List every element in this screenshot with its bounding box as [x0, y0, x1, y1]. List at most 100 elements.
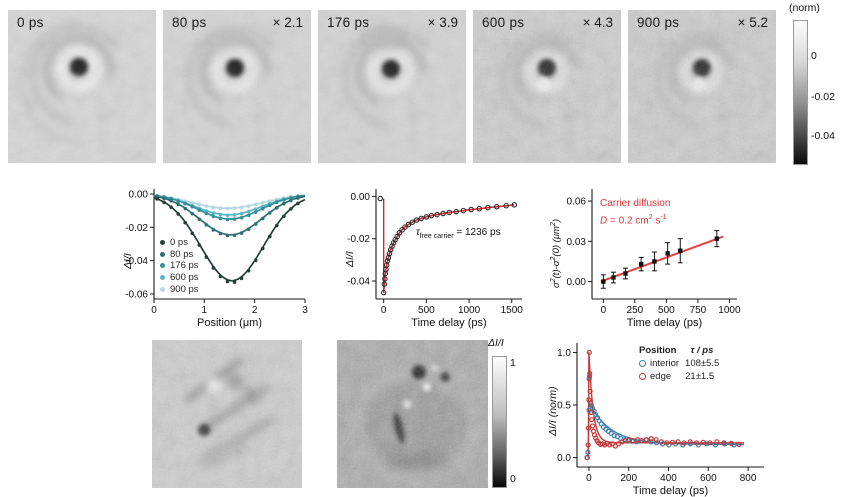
legend-dot — [160, 240, 165, 246]
legend-item-interior: interior 108±5.5 — [639, 357, 719, 370]
flake-image-dark — [337, 340, 488, 488]
legend-marker — [639, 360, 646, 367]
legend-item: 600 ps — [160, 272, 199, 284]
colorbar-norm-gradient — [793, 20, 808, 165]
scattering-pattern-image — [318, 10, 466, 163]
legend-item-edge: edge 21±1.5 — [639, 370, 719, 383]
colorbar-dii-gradient — [492, 356, 507, 488]
svg-text:0: 0 — [601, 305, 607, 316]
scattering-pattern-image — [8, 10, 156, 163]
flake-image-art — [152, 340, 302, 488]
flake-image-light — [152, 340, 302, 488]
svg-text:-0.02: -0.02 — [347, 234, 370, 245]
svg-text:1.0: 1.0 — [557, 348, 571, 359]
colorbar-tick: -0.04 — [811, 130, 835, 142]
legend-tau-value: 108±5.5 — [685, 358, 720, 369]
tau-annotation: τfree carrier = 1236 ps — [416, 227, 501, 240]
decay-chart: 0 500 1000 1500 0.00 -0.02 -0.04 Time delay (ps… — [347, 189, 524, 329]
pump-probe-image-600ps: 600 ps × 4.3 — [473, 10, 621, 163]
svg-text:-0.04: -0.04 — [125, 256, 148, 267]
decay-chart-panel: 0 500 1000 1500 0.00 -0.02 -0.04 Time delay (ps… — [330, 181, 530, 329]
msd-chart: 0 250 500 750 1000 0.00 0.03 0.06 Time delay (ps… — [567, 189, 741, 329]
colorbar-norm-title: (norm) — [789, 2, 820, 14]
legend-tau-value: 21±1.5 — [685, 371, 715, 382]
svg-text:250: 250 — [627, 305, 644, 316]
scattering-pattern-image — [163, 10, 311, 163]
profiles-chart-panel: 0 1 2 3 0.00 -0.02 -0.04 -0.06 Position (μm) ΔI/… — [110, 181, 315, 329]
legend-label: 80 ps — [170, 248, 194, 260]
profiles-ylabel: ΔI/I — [122, 253, 134, 269]
colorbar-tick: 0 — [510, 473, 516, 485]
svg-text:1: 1 — [202, 305, 208, 316]
profiles-legend: 0 ps 80 ps 176 ps 600 ps 900 ps — [160, 237, 199, 295]
legend-dot — [160, 251, 165, 257]
scattering-pattern-image — [628, 10, 776, 163]
msd-chart-panel: 0 250 500 750 1000 0.00 0.03 0.06 Time delay (ps… — [542, 181, 747, 329]
legend-dot — [160, 275, 165, 281]
legend-header: Position τ / ps — [639, 345, 714, 356]
svg-text:0.00: 0.00 — [129, 190, 149, 201]
legend-label: edge — [650, 371, 672, 382]
legend-label: 900 ps — [170, 283, 199, 295]
svg-text:0.00: 0.00 — [351, 192, 371, 203]
legend-label: 0 ps — [170, 237, 188, 249]
svg-text:-0.02: -0.02 — [125, 223, 148, 234]
msd-ylabel: σ2(t)-σ2(0) (μm2) — [550, 218, 563, 288]
svg-text:0.03: 0.03 — [567, 237, 587, 248]
diffusion-annotation-line2: D = 0.2 cm2 s-1 — [600, 213, 667, 226]
legend-label: interior — [650, 358, 680, 369]
svg-text:200: 200 — [620, 473, 637, 484]
kinetics-chart-panel: 0 200 400 600 800 0.0 0.5 1.0 Time delay (ps) ΔI… — [545, 335, 780, 497]
flake-image-art — [337, 340, 488, 488]
legend-item: 900 ps — [160, 283, 199, 295]
scattering-pattern-image — [473, 10, 621, 163]
delay-label: 0 ps — [17, 15, 44, 30]
svg-text:1000: 1000 — [718, 305, 741, 316]
scale-multiplier: × 2.1 — [272, 15, 303, 30]
legend-item: 176 ps — [160, 260, 199, 272]
svg-text:0: 0 — [151, 305, 157, 316]
svg-text:1000: 1000 — [458, 305, 481, 316]
pump-probe-image-80ps: 80 ps × 2.1 — [163, 10, 311, 163]
delay-label: 80 ps — [172, 15, 207, 30]
svg-text:3: 3 — [302, 305, 308, 316]
svg-text:0: 0 — [586, 473, 592, 484]
diffusion-annotation: Carrier diffusion D = 0.2 cm2 s-1 — [600, 197, 670, 227]
svg-text:Time delay (ps): Time delay (ps) — [633, 485, 708, 497]
delay-label: 900 ps — [637, 15, 680, 30]
legend-label: 176 ps — [170, 260, 199, 272]
legend-label: 600 ps — [170, 272, 199, 284]
colorbar-tick: 1 — [510, 357, 516, 369]
svg-text:800: 800 — [740, 473, 757, 484]
legend-marker — [639, 373, 646, 380]
svg-text:600: 600 — [700, 473, 717, 484]
svg-text:0.06: 0.06 — [567, 197, 587, 208]
scale-multiplier: × 5.2 — [737, 15, 768, 30]
scale-multiplier: × 3.9 — [427, 15, 458, 30]
kinetics-ylabel: ΔI/I (norm) — [547, 386, 559, 436]
scale-multiplier: × 4.3 — [582, 15, 613, 30]
colorbar-tick: 0 — [811, 50, 817, 62]
diffusion-annotation-line1: Carrier diffusion — [600, 198, 671, 209]
delay-label: 600 ps — [482, 15, 525, 30]
svg-text:0.00: 0.00 — [567, 277, 587, 288]
svg-text:500: 500 — [658, 305, 675, 316]
colorbar-dii-title: ΔI/I — [488, 337, 504, 349]
legend-dot — [160, 263, 165, 269]
svg-text:Time delay (ps): Time delay (ps) — [627, 317, 702, 329]
svg-text:0.5: 0.5 — [557, 401, 571, 412]
svg-text:Time delay (ps): Time delay (ps) — [411, 317, 486, 329]
svg-text:500: 500 — [418, 305, 435, 316]
svg-text:2: 2 — [252, 305, 258, 316]
kinetics-chart: 0 200 400 600 800 0.0 0.5 1.0 Time delay (ps) — [557, 343, 764, 497]
svg-text:-0.04: -0.04 — [347, 277, 370, 288]
pump-probe-image-176ps: 176 ps × 3.9 — [318, 10, 466, 163]
svg-text:400: 400 — [660, 473, 677, 484]
pump-probe-image-900ps: 900 ps × 5.2 — [628, 10, 776, 163]
kinetics-legend: Position τ / ps interior 108±5.5 edge 21±1.… — [639, 345, 719, 383]
svg-text:1500: 1500 — [501, 305, 524, 316]
colorbar-tick: -0.02 — [811, 91, 835, 103]
legend-item: 80 ps — [160, 249, 199, 261]
legend-item: 0 ps — [160, 237, 199, 249]
